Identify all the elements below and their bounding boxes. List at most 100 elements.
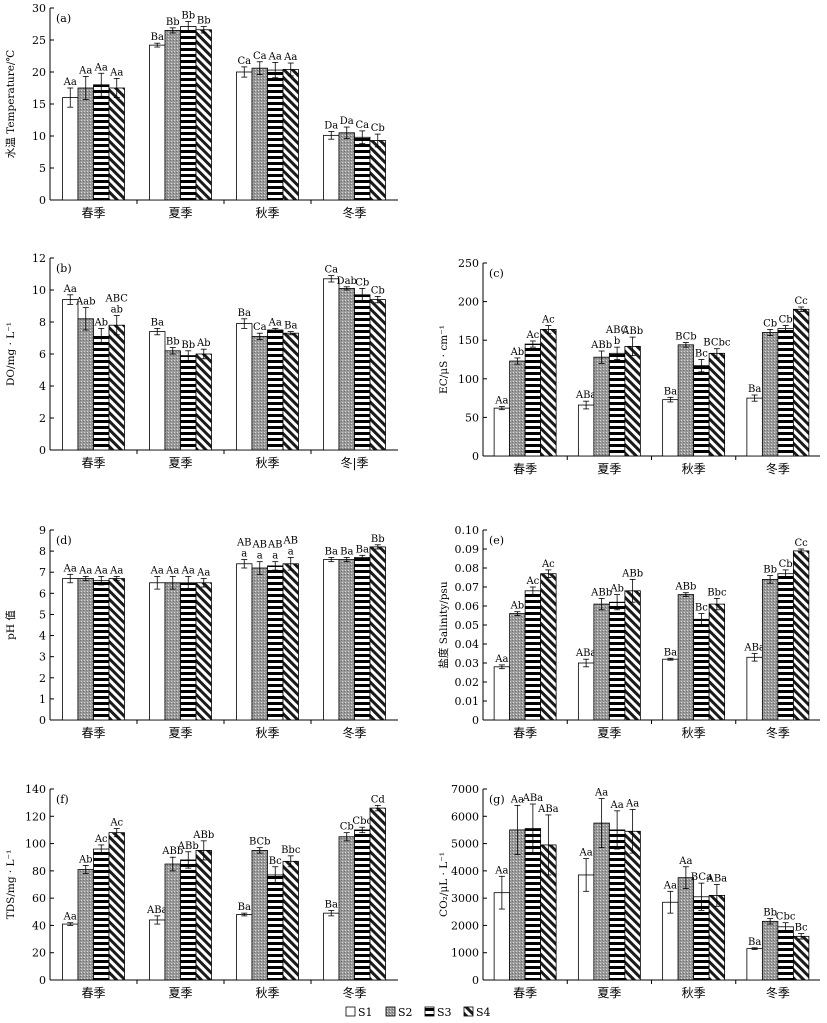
legend-item-s3: S3 [424, 1006, 452, 1019]
chart-panel-c: 0 50 100 150 200 250 春季 夏季 秋季 冬季 (c) EC/μS · cm⁻¹ Aa… [438, 257, 820, 476]
bar-s4 [792, 308, 810, 457]
significance-label: Cb [340, 822, 354, 833]
error-bar [343, 126, 350, 139]
y-tick-label: 15 [32, 98, 46, 111]
significance-label: AB [236, 538, 252, 549]
error-bar [185, 350, 192, 361]
significance-label: Ab [609, 584, 624, 595]
category-label: 夏季 [168, 456, 192, 470]
error-bar [113, 315, 120, 336]
bar-s3 [267, 69, 284, 201]
y-tick-label: 2 [39, 672, 46, 685]
category-label: 秋季 [255, 726, 279, 740]
chart-panel-a: 0 5 10 15 20 25 30 春季 夏季 秋季 冬季 (a) 水温 Temperature/℃ A… [5, 2, 398, 220]
significance-label: AB [282, 535, 298, 546]
bar-s4 [195, 582, 212, 721]
bar-s4 [624, 345, 641, 457]
significance-label: Ac [541, 559, 555, 570]
error-bar [169, 856, 176, 872]
error-bar [154, 42, 161, 48]
error-bar [256, 332, 263, 341]
significance-label: Aa [268, 51, 282, 62]
bar-s2 [251, 849, 268, 981]
y-tick-label: 0.03 [455, 657, 480, 670]
bar-s2 [164, 29, 181, 201]
error-bar [767, 918, 774, 925]
significance-label: ABa [146, 905, 168, 916]
error-bar [256, 561, 263, 575]
error-bar [169, 576, 176, 590]
error-bar [328, 131, 335, 140]
error-bar [67, 294, 74, 305]
y-tick-label: 40 [32, 919, 46, 932]
error-bar [583, 858, 590, 892]
bar-s2 [761, 332, 779, 457]
error-bar [682, 342, 689, 348]
bar-s1 [323, 559, 340, 721]
error-bar [698, 359, 705, 373]
y-tick-label: 0.09 [455, 543, 480, 556]
significance-label: Aa [678, 856, 692, 867]
error-bar [614, 346, 621, 360]
bar-s3 [354, 136, 371, 201]
significance-label: Cbc [776, 912, 796, 923]
significance-label: Aa [109, 565, 123, 576]
error-bar [798, 548, 805, 554]
significance-label: Aa [283, 52, 297, 63]
y-tick-label: 0 [39, 194, 46, 207]
error-bar [359, 130, 366, 145]
error-bar [272, 561, 279, 571]
y-tick-label: 4 [39, 380, 46, 393]
significance-label: Ab [78, 854, 93, 865]
error-bar [598, 598, 605, 611]
bar-s3 [180, 859, 197, 981]
error-bar [359, 826, 366, 834]
significance-label: ABb [621, 326, 643, 337]
y-tick-label: 9 [39, 524, 46, 537]
bar-s2 [77, 87, 94, 201]
bar-s4 [282, 69, 299, 201]
error-bar [529, 803, 536, 854]
error-bar [782, 569, 789, 578]
y-tick-label: 200 [458, 296, 479, 309]
bar-s3 [693, 618, 710, 721]
error-bar [682, 592, 689, 597]
error-bar [98, 844, 105, 854]
y-tick-label: 150 [458, 334, 479, 347]
significance-label: Aa [94, 62, 108, 73]
bar-s1 [149, 331, 166, 451]
significance-label: Da [324, 121, 338, 132]
significance-label: Cc [794, 296, 808, 307]
bar-s4 [708, 895, 726, 981]
error-bar [113, 828, 120, 838]
bar-s2 [677, 344, 695, 457]
significance-label: Aa [78, 65, 92, 76]
significance-label: Bbc [707, 587, 727, 598]
significance-label: Bbc [281, 845, 301, 856]
y-axis-title: pH 值 [4, 610, 17, 640]
category-label: 冬季 [766, 461, 790, 476]
error-bar [328, 275, 335, 283]
bar-s3 [267, 565, 284, 721]
y-tick-label: 20 [32, 947, 46, 960]
error-bar [598, 350, 605, 364]
bar-s3 [354, 557, 371, 721]
y-tick-label: 7 [39, 566, 46, 579]
bar-s3 [608, 352, 626, 457]
bar-s2 [251, 567, 268, 721]
y-tick-label: 10 [32, 130, 46, 143]
bar-s1 [577, 662, 595, 721]
significance-label: Aa [494, 654, 508, 665]
bar-s3 [180, 582, 197, 721]
error-bar [185, 21, 192, 33]
significance-label: BCb [249, 837, 271, 848]
significance-label: Ab [510, 347, 525, 358]
y-tick-label: 100 [458, 373, 479, 386]
significance-label: Ca [253, 322, 267, 333]
significance-label: Aa [663, 880, 677, 891]
bar-s4 [792, 935, 810, 981]
bar-s3 [524, 343, 542, 457]
bar-s4 [195, 353, 212, 451]
significance-label: ABb [590, 587, 612, 598]
error-bar [682, 866, 689, 889]
